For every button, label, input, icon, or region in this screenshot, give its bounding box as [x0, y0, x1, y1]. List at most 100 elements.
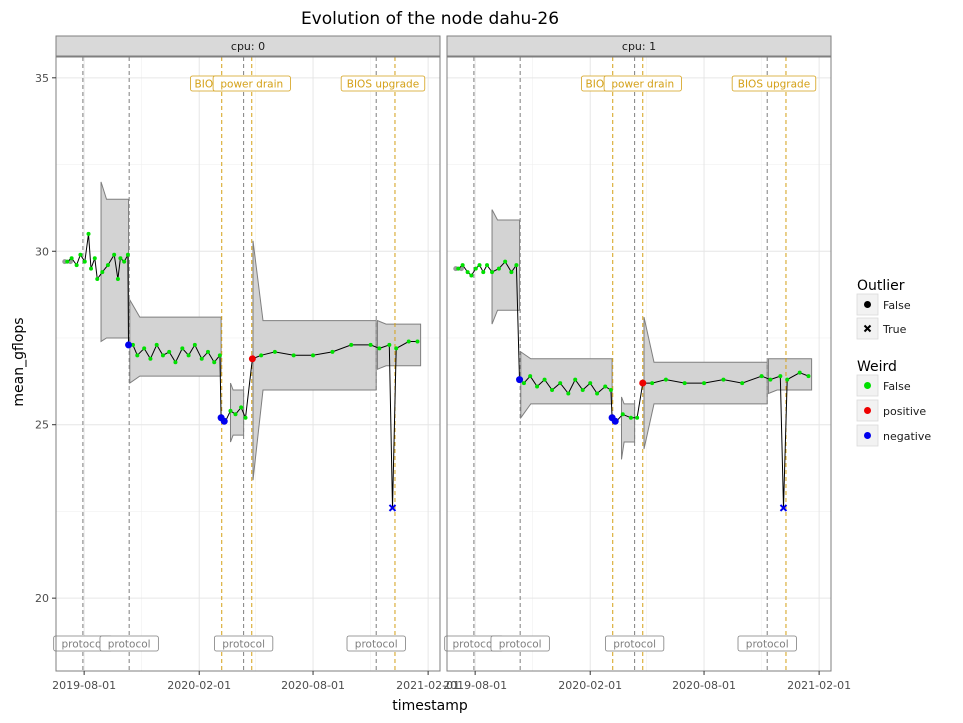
facet-strip-label: cpu: 0 [231, 40, 265, 53]
event-label-box [99, 635, 159, 652]
data-point [528, 374, 533, 379]
data-point [217, 353, 222, 358]
event-label: protocol [746, 639, 789, 651]
data-point [415, 339, 420, 344]
chart-title: Evolution of the node dahu-26 [301, 9, 559, 29]
data-point [228, 408, 233, 413]
data-point [663, 377, 668, 382]
data-point [566, 391, 571, 396]
data-point [154, 342, 159, 347]
data-point [485, 263, 490, 268]
confidence-band [520, 350, 613, 420]
data-point [550, 388, 555, 393]
legend-label: False [883, 380, 911, 393]
weird-point-positive [639, 379, 647, 387]
data-point [186, 353, 191, 358]
data-point [465, 270, 470, 275]
data-point [95, 277, 100, 282]
series-line [457, 260, 809, 509]
data-point [768, 377, 773, 382]
legend-symbol-color [864, 432, 871, 439]
legend-title-outlier: Outlier [857, 278, 905, 294]
data-point [330, 349, 335, 354]
data-point [125, 252, 130, 257]
event-label: protocol [222, 639, 265, 651]
event-label-box [346, 635, 406, 652]
x-tick-label: 2020-08-01 [281, 679, 345, 692]
x-tick-label: 2020-02-01 [167, 679, 231, 692]
facet-strip [446, 35, 832, 57]
event-label: protocol [452, 639, 495, 651]
data-point [635, 415, 640, 420]
series-line [66, 233, 418, 509]
data-point [509, 270, 514, 275]
y-tick-label: 25 [35, 419, 49, 432]
weird-point-negative [125, 341, 133, 349]
event-label-box [212, 75, 291, 92]
event-label: BIOS upgrade [347, 79, 419, 91]
facet-strip-label: cpu: 1 [622, 40, 656, 53]
confidence-band [491, 209, 521, 325]
legend-symbol-color [864, 382, 871, 389]
data-point [122, 259, 127, 264]
data-point [167, 349, 172, 354]
data-point [702, 381, 707, 386]
event-label: protocol [499, 639, 542, 651]
data-point [291, 353, 296, 358]
legend-label: False [883, 299, 911, 312]
data-point [86, 231, 91, 236]
weird-point-negative [516, 376, 524, 384]
x-tick-label: 2021-02-01 [787, 679, 851, 692]
data-point [349, 342, 354, 347]
event-label-box [490, 635, 550, 652]
data-point [192, 342, 197, 347]
legend-symbol-color [864, 407, 871, 414]
confidence-band [252, 240, 377, 481]
legend-title-weird: Weird [857, 359, 897, 375]
data-point [595, 391, 600, 396]
data-point [112, 252, 117, 257]
data-point [135, 353, 140, 358]
data-point [806, 374, 811, 379]
data-point [100, 270, 105, 275]
legend-label: True [882, 323, 907, 336]
data-point [239, 405, 244, 410]
panel-border [55, 56, 441, 672]
confidence-band [767, 358, 813, 395]
data-point [628, 415, 633, 420]
data-point [721, 377, 726, 382]
data-point [456, 266, 461, 271]
data-point [78, 252, 83, 257]
y-tick-label: 35 [35, 72, 49, 85]
data-point [521, 381, 526, 386]
x-tick-label: 2021-02-01 [396, 679, 460, 692]
data-point [142, 346, 147, 351]
data-point [82, 259, 87, 264]
data-point [503, 259, 508, 264]
data-point [148, 356, 153, 361]
data-point [311, 353, 316, 358]
data-point [473, 266, 478, 271]
outlier-point [388, 504, 397, 512]
y-axis-label: mean_gflops [11, 317, 27, 406]
data-point [558, 381, 563, 386]
event-label: power drain [220, 79, 283, 91]
event-label-box [737, 635, 797, 652]
data-point [603, 384, 608, 389]
x-tick-label: 2020-08-01 [672, 679, 736, 692]
data-point [105, 263, 110, 268]
data-point [588, 381, 593, 386]
data-point [180, 346, 185, 351]
data-point [406, 339, 411, 344]
data-point [368, 342, 373, 347]
x-tick-label: 2020-02-01 [558, 679, 622, 692]
data-point [205, 349, 210, 354]
data-point [118, 256, 123, 261]
data-point [469, 273, 474, 278]
event-label-box [214, 635, 274, 652]
event-label: protocol [355, 639, 398, 651]
data-point [377, 346, 382, 351]
event-label-box [731, 75, 817, 92]
event-label: protocol [613, 639, 656, 651]
